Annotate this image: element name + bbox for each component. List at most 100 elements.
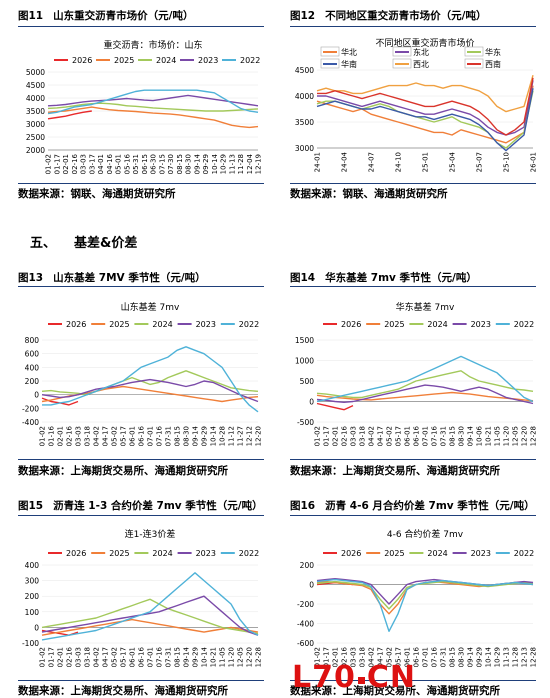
watermark-dot: [357, 677, 365, 684]
y-tick-label: 3500: [26, 107, 45, 116]
x-tick-label: 10-14: [211, 153, 219, 174]
x-tick-label: 05-02: [111, 647, 119, 667]
x-tick-label: 06-01: [404, 426, 412, 446]
x-tick-label: 10-06: [476, 425, 484, 446]
x-tick-label: 06-01: [129, 426, 137, 446]
series-line-西北: [316, 75, 534, 113]
x-tick-label: 08-15: [449, 426, 457, 446]
legend-label: 华东: [485, 47, 501, 57]
chart-title: 华东基差 7mv: [396, 301, 455, 313]
section-heading: 五、 基差&价差: [30, 232, 137, 251]
figure-14-title: 图14 华东基差 7mv 季节性（元/吨）: [290, 270, 477, 285]
y-tick-label: 4000: [295, 92, 314, 101]
legend-label: 2025: [384, 320, 404, 329]
x-tick-label: 09-14: [467, 646, 475, 667]
x-tick-label: 25-07: [476, 152, 484, 172]
series-line-2025: [316, 391, 534, 402]
x-tick-label: 02-01: [57, 647, 65, 667]
series-line-2024: [316, 580, 534, 610]
x-tick-label: 04-02: [368, 647, 376, 667]
title-rule: [290, 286, 536, 287]
legend-label: 2023: [198, 56, 218, 65]
y-tick-label: 0: [34, 623, 39, 632]
x-tick-label: 05-16: [123, 153, 131, 174]
x-tick-label: 01-02: [39, 426, 47, 446]
x-tick-label: 01-16: [48, 425, 56, 446]
source-note: 数据来源：上海期货交易所、海通期货研究所: [290, 465, 500, 477]
x-tick-label: 02-16: [66, 425, 74, 446]
x-tick-label: 05-31: [132, 154, 140, 174]
series-line-华北: [316, 85, 534, 144]
x-tick-label: 04-02: [93, 426, 101, 446]
x-tick-label: 10-14: [210, 425, 218, 446]
x-tick-label: 05-17: [395, 647, 403, 667]
legend-label: 2025: [109, 549, 129, 558]
x-tick-label: 11-05: [494, 426, 502, 446]
legend-label: 华北: [341, 47, 357, 57]
x-tick-label: 03-18: [84, 426, 92, 446]
series-line-2024: [316, 370, 534, 399]
section-title: 基差&价差: [74, 236, 138, 251]
x-tick-label: 11-20: [503, 426, 511, 446]
x-tick-label: 05-17: [120, 426, 128, 446]
series-line-2022: [42, 346, 259, 413]
x-tick-label: 24-10: [395, 152, 403, 172]
source-rule: [18, 183, 264, 184]
figure-11-title: 图11 山东重交沥青市场价（元/吨）: [18, 8, 193, 23]
x-tick-label: 09-14: [193, 153, 201, 174]
x-tick-label: 12-28: [255, 647, 263, 667]
x-tick-label: 11-20: [228, 647, 236, 667]
series-line-2022: [41, 572, 259, 641]
chart-title: 不同地区重交沥青市场价: [375, 37, 474, 49]
x-tick-label: 12-19: [255, 154, 263, 174]
x-tick-label: 07-15: [158, 154, 166, 174]
legend-label: 西北: [413, 60, 429, 69]
figure-caption: 沥青 4-6 月合约价差 7mv 季节性（元/吨）: [325, 500, 535, 512]
source-rule: [18, 680, 264, 681]
x-tick-label: 06-30: [150, 154, 158, 174]
source-rule: [290, 183, 536, 184]
y-tick-label: 5000: [26, 68, 45, 77]
series-line-2025: [41, 618, 259, 636]
x-tick-label: 05-17: [395, 426, 403, 446]
chart-f11: 重交沥青：市场价：山东 2026 2025 2024 2023 2022 2000 2500 3…: [26, 39, 263, 174]
figure-12-title: 图12 不同地区重交沥青市场价（元/吨）: [290, 8, 486, 23]
x-tick-label: 01-17: [323, 426, 331, 446]
x-tick-label: 11-13: [503, 647, 511, 667]
y-tick-label: -200: [297, 600, 314, 609]
x-tick-label: 05-01: [115, 154, 123, 174]
y-tick-label: 600: [25, 350, 40, 359]
x-tick-label: 04-17: [377, 426, 385, 446]
x-tick-label: 07-01: [147, 647, 155, 667]
x-tick-label: 08-30: [183, 426, 191, 446]
series-line-华南: [316, 88, 534, 152]
y-tick-label: 200: [300, 561, 315, 570]
title-rule: [290, 26, 536, 27]
y-tick-label: 800: [25, 336, 40, 345]
chart-title: 山东基差 7mv: [121, 301, 180, 313]
series-line-2022: [316, 578, 534, 633]
x-tick-label: 12-05: [237, 647, 245, 667]
figure-number: 图11: [18, 10, 44, 22]
title-rule: [18, 286, 264, 287]
x-tick-label: 06-16: [413, 425, 421, 446]
x-tick-label: 03-03: [75, 426, 83, 446]
legend-label: 西南: [485, 59, 501, 69]
y-tick-label: 3000: [295, 144, 314, 153]
legend-box: [320, 46, 340, 57]
x-tick-label: 10-14: [201, 646, 209, 667]
x-tick-label: 03-03: [350, 647, 358, 667]
figure-number: 图12: [290, 10, 316, 22]
chart-f16: 4-6 合约价差 7mv 2026 2025 2024 2023 2022 -600 -400…: [297, 528, 538, 667]
series-line-2026: [41, 397, 79, 406]
x-tick-label: 11-28: [237, 154, 245, 174]
legend-label: 2023: [471, 320, 491, 329]
x-tick-label: 07-16: [431, 425, 439, 446]
legend-label: 东北: [413, 47, 429, 57]
y-tick-label: 0: [309, 581, 314, 590]
source-note: 数据来源：上海期货交易所、海通期货研究所: [18, 465, 228, 477]
x-tick-label: 02-16: [71, 153, 79, 174]
legend-label: 2022: [239, 320, 259, 329]
x-tick-label: 08-30: [185, 154, 193, 174]
